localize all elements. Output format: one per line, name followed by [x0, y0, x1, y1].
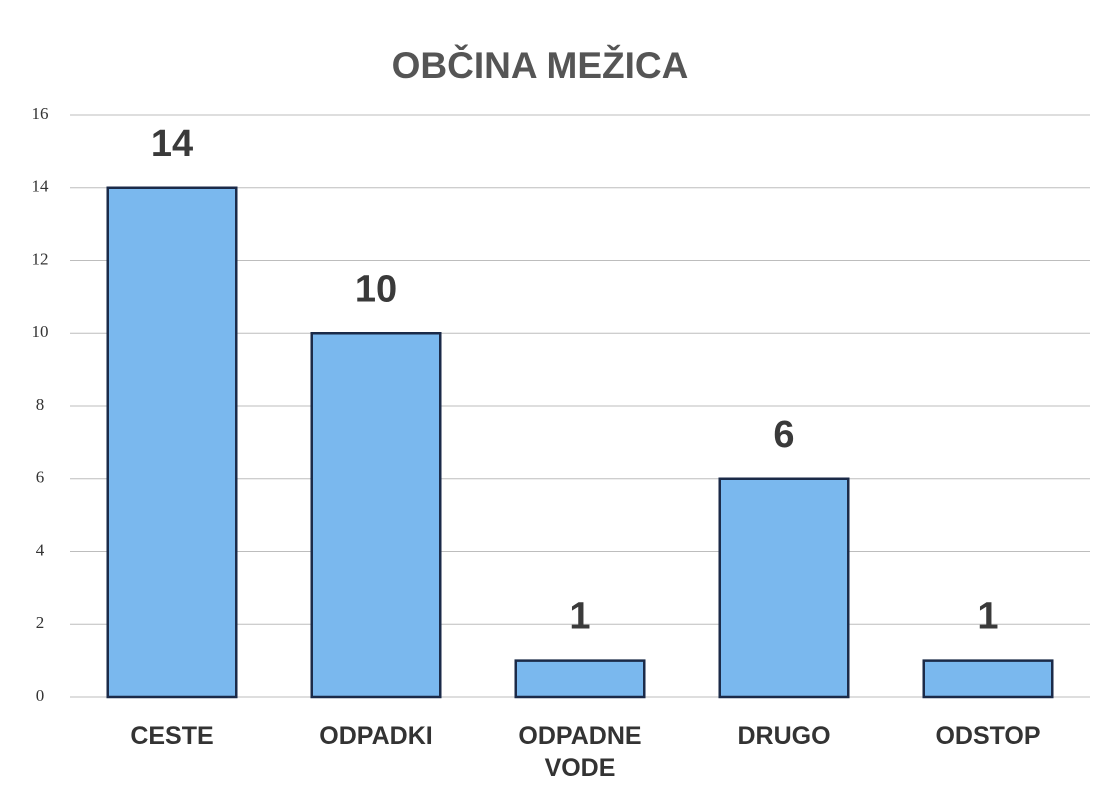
x-tick-label: ODPADKI [319, 722, 433, 750]
x-tick-label: CESTE [130, 722, 214, 750]
data-label: 14 [151, 123, 193, 165]
y-tick-label: 12 [32, 249, 49, 268]
bar [718, 477, 850, 699]
y-tick-label: 2 [36, 613, 45, 632]
y-tick-label: 6 [36, 468, 45, 487]
data-label: 1 [569, 596, 590, 638]
y-tick-label: 8 [36, 395, 45, 414]
x-tick-label: DRUGO [737, 722, 831, 750]
data-label: 10 [355, 268, 397, 310]
data-label: 1 [977, 596, 998, 638]
bar [514, 659, 646, 699]
y-tick-label: 14 [32, 177, 50, 196]
x-tick-label: ODPADNE VODE [518, 722, 642, 782]
y-tick-label: 4 [36, 540, 45, 559]
y-tick-label: 10 [32, 322, 49, 341]
bar [922, 659, 1054, 699]
y-tick-label: 16 [32, 104, 49, 123]
bar [106, 186, 238, 699]
bar [310, 332, 442, 699]
x-tick-label-box: ODPADNE VODE [518, 722, 642, 782]
chart-title: OBČINA MEŽICA [392, 44, 689, 86]
x-tick-label-box: ODPADKI [319, 722, 433, 750]
y-tick-label: 0 [36, 686, 45, 705]
x-tick-label-box: ODSTOP [935, 722, 1041, 750]
x-tick-label-box: CESTE [130, 722, 214, 750]
data-label: 6 [773, 414, 794, 456]
x-tick-label-box: DRUGO [737, 722, 831, 750]
x-tick-label: ODSTOP [935, 722, 1041, 750]
